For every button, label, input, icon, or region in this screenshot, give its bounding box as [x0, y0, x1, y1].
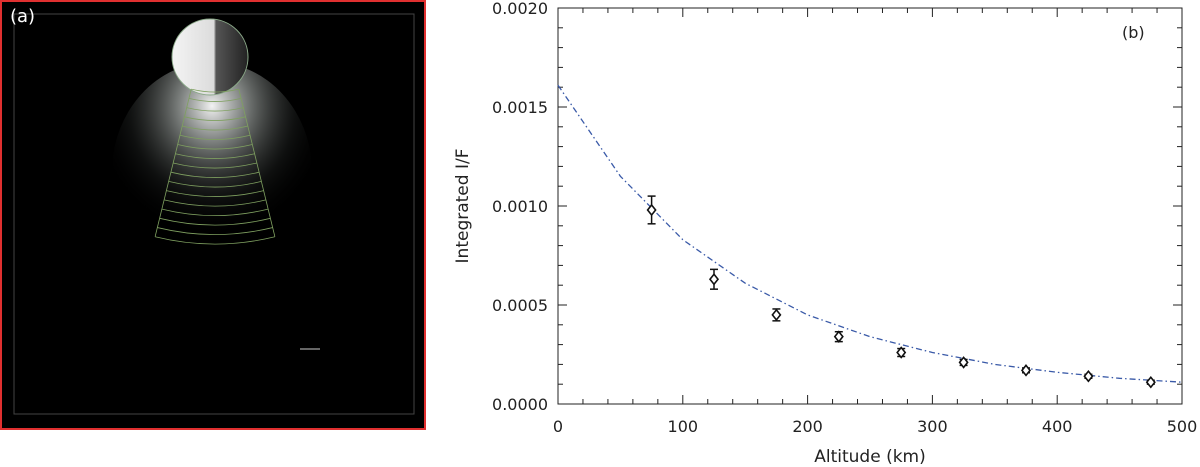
y-tick-label: 0.0005	[492, 296, 548, 315]
fit-line-path	[557, 84, 1183, 383]
sector-arc	[175, 153, 255, 159]
x-axis-title: Altitude (km)	[814, 447, 926, 467]
data-point-marker	[1020, 364, 1032, 377]
x-tick-label: 0	[553, 417, 563, 436]
data-point-marker	[833, 330, 844, 343]
y-tick-label: 0.0010	[492, 197, 548, 216]
sector-arc	[170, 171, 260, 178]
image-panel-a: (a)	[0, 0, 426, 430]
sector-edge	[154, 89, 192, 237]
panel-b-label: (b)	[1122, 23, 1145, 42]
data-points	[646, 195, 1156, 389]
moon-disk	[171, 18, 249, 96]
y-axis-title: Integrated I/F	[453, 149, 473, 264]
sector-arc	[164, 199, 266, 207]
sector-arc	[182, 125, 248, 131]
sector-arc	[179, 134, 251, 140]
data-point-marker	[646, 203, 657, 217]
y-tick-label: 0.0015	[492, 98, 548, 117]
frame-outline	[13, 13, 415, 415]
sector-arc	[168, 181, 262, 188]
sector-arc	[177, 144, 253, 150]
sector-arc	[186, 107, 244, 112]
sector-edge	[238, 89, 276, 237]
sector-arc	[155, 236, 275, 245]
fit-curve	[557, 84, 1183, 383]
sector-arc	[188, 97, 242, 102]
sector-arc	[159, 217, 271, 226]
sector-arc	[191, 88, 239, 93]
plume-glow	[112, 62, 312, 282]
sector-arc	[173, 162, 257, 169]
sector-arc	[161, 208, 269, 216]
plume-image	[13, 13, 415, 415]
sector-arc	[166, 190, 264, 197]
x-tick-label: 500	[1167, 417, 1198, 436]
data-point-marker	[1083, 369, 1094, 383]
x-tick-label: 100	[668, 417, 699, 436]
data-point-marker	[896, 346, 907, 359]
axis-ticks: 0 100 200 300 400 500 0.0000 0.0005 0.0010 0.0015…	[492, 0, 1197, 436]
data-point-marker	[958, 356, 969, 369]
y-tick-label: 0.0000	[492, 395, 548, 414]
sector-arc	[184, 116, 246, 121]
sector-grid	[154, 88, 276, 245]
data-point-marker	[708, 272, 720, 286]
chart-svg: 0 100 200 300 400 500 0.0000 0.0005 0.0010 0.0015…	[453, 0, 1197, 467]
sector-arc	[157, 227, 273, 235]
panel-a-label: (a)	[10, 6, 36, 27]
x-tick-label: 300	[917, 417, 948, 436]
data-point-marker	[771, 308, 782, 322]
chart-panel-b: 0 100 200 300 400 500 0.0000 0.0005 0.0010 0.0015…	[430, 0, 1200, 467]
data-point-marker	[1145, 375, 1156, 389]
y-tick-label: 0.0020	[492, 0, 548, 18]
x-tick-label: 200	[792, 417, 823, 436]
x-tick-label: 400	[1042, 417, 1073, 436]
